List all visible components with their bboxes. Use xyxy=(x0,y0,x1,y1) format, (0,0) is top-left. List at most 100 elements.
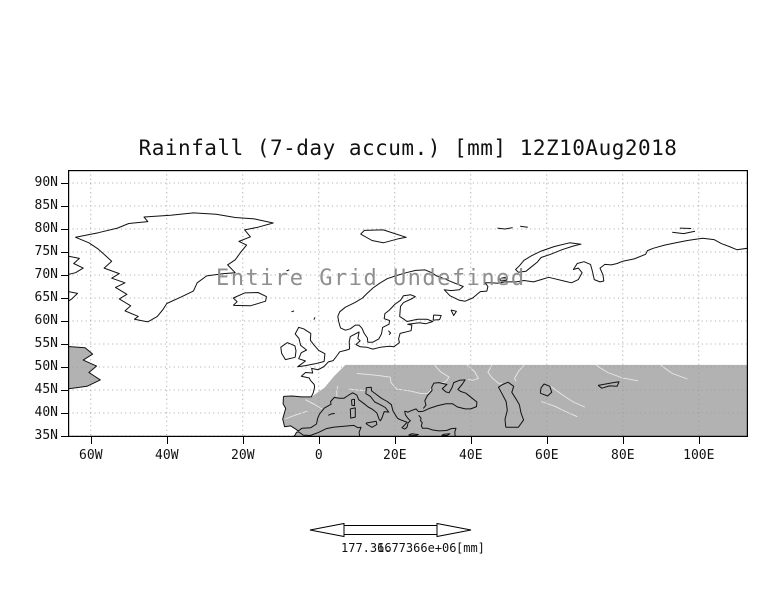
coastline xyxy=(432,314,442,321)
coastline xyxy=(68,255,84,276)
lat-tick-mark xyxy=(61,298,68,299)
lat-tick-label: 80N xyxy=(34,221,58,236)
lon-tick-label: 60W xyxy=(79,448,103,463)
river-line xyxy=(284,410,308,420)
lat-tick-label: 50N xyxy=(34,359,58,374)
lon-tick-label: 60E xyxy=(535,448,559,463)
map-frame xyxy=(68,170,748,437)
coastline xyxy=(365,420,378,428)
coastline xyxy=(498,276,508,282)
river-line xyxy=(595,364,639,382)
coastline xyxy=(515,242,582,273)
lon-tick-label: 80E xyxy=(611,448,635,463)
lat-tick-mark xyxy=(61,321,68,322)
lat-tick-label: 40N xyxy=(34,405,58,420)
coastline xyxy=(539,383,553,397)
map-canvas xyxy=(68,170,748,437)
coastline xyxy=(408,433,419,436)
coastline xyxy=(337,237,748,350)
river-line xyxy=(550,385,585,408)
lon-tick-label: 100E xyxy=(683,448,715,463)
lat-tick-label: 70N xyxy=(34,267,58,282)
coastline xyxy=(280,342,297,361)
lat-tick-mark xyxy=(61,183,68,184)
river-line xyxy=(434,364,450,385)
river-line xyxy=(540,401,578,418)
colorbar-left-arrow-icon xyxy=(309,522,345,538)
coastline xyxy=(292,424,362,437)
lat-tick-label: 90N xyxy=(34,175,58,190)
coastline xyxy=(418,414,457,437)
lon-tick-mark xyxy=(242,437,244,444)
lon-tick-mark xyxy=(394,437,396,444)
river-line xyxy=(466,364,480,381)
lon-tick-mark xyxy=(698,437,700,444)
river-line xyxy=(356,372,433,395)
lon-tick-mark xyxy=(166,437,168,444)
coastline xyxy=(349,407,356,419)
coastline xyxy=(283,348,350,398)
plot-title: Rainfall (7-day accum.) [mm] 12Z10Aug201… xyxy=(138,136,678,160)
coastline xyxy=(68,345,101,390)
river-line xyxy=(348,388,366,391)
lon-tick-mark xyxy=(90,437,92,444)
river-line xyxy=(660,364,688,380)
colorbar-units-label: [mm] xyxy=(456,541,485,555)
lat-tick-label: 65N xyxy=(34,290,58,305)
lat-tick-mark xyxy=(61,344,68,345)
coastline xyxy=(597,381,620,389)
coastline xyxy=(75,212,274,323)
lon-tick-mark xyxy=(470,437,472,444)
colorbar-body xyxy=(343,525,438,535)
coastline xyxy=(68,290,78,302)
lat-tick-label: 75N xyxy=(34,244,58,259)
coastline xyxy=(672,230,696,235)
lat-tick-mark xyxy=(61,390,68,391)
lat-tick-mark xyxy=(61,275,68,276)
lat-tick-mark xyxy=(61,252,68,253)
lat-tick-label: 85N xyxy=(34,198,58,213)
river-line xyxy=(336,385,339,397)
colorbar xyxy=(309,522,472,538)
lat-tick-mark xyxy=(61,206,68,207)
coastline xyxy=(360,229,407,244)
coastline xyxy=(497,227,513,230)
lat-tick-mark xyxy=(61,229,68,230)
colorbar-max-value: 1.77366e+06 xyxy=(377,541,457,555)
coastline xyxy=(387,330,392,336)
undefined-grid-message: Entire Grid Undefined xyxy=(216,266,526,291)
coastline xyxy=(450,309,457,316)
lat-tick-label: 60N xyxy=(34,313,58,328)
lon-tick-label: 20W xyxy=(231,448,255,463)
lat-tick-label: 35N xyxy=(34,428,58,443)
river-line xyxy=(487,364,503,385)
coastline xyxy=(282,379,478,432)
lon-tick-label: 20E xyxy=(383,448,407,463)
coastline xyxy=(294,326,326,368)
river-line xyxy=(513,364,525,382)
coastline xyxy=(313,317,316,320)
lon-tick-label: 40E xyxy=(459,448,483,463)
lon-tick-label: 40W xyxy=(155,448,179,463)
lon-tick-mark xyxy=(622,437,624,444)
coastline xyxy=(441,433,451,436)
coastline xyxy=(328,413,335,416)
lon-tick-mark xyxy=(318,437,320,444)
undefined-shaded-region xyxy=(68,346,101,389)
coastline xyxy=(286,269,290,272)
colorbar-right-arrow-icon xyxy=(436,522,472,538)
lat-tick-label: 45N xyxy=(34,382,58,397)
lon-tick-label: 0 xyxy=(314,448,323,463)
coastline xyxy=(520,225,528,228)
lat-tick-mark xyxy=(61,436,68,437)
colorbar-min-value: 177.366 xyxy=(341,541,392,555)
lat-tick-label: 55N xyxy=(34,336,58,351)
river-line xyxy=(305,399,323,410)
lon-tick-mark xyxy=(546,437,548,444)
coastline xyxy=(351,398,355,407)
lat-tick-mark xyxy=(61,413,68,414)
coastline xyxy=(232,292,267,307)
lat-tick-mark xyxy=(61,367,68,368)
coastline xyxy=(291,310,295,313)
